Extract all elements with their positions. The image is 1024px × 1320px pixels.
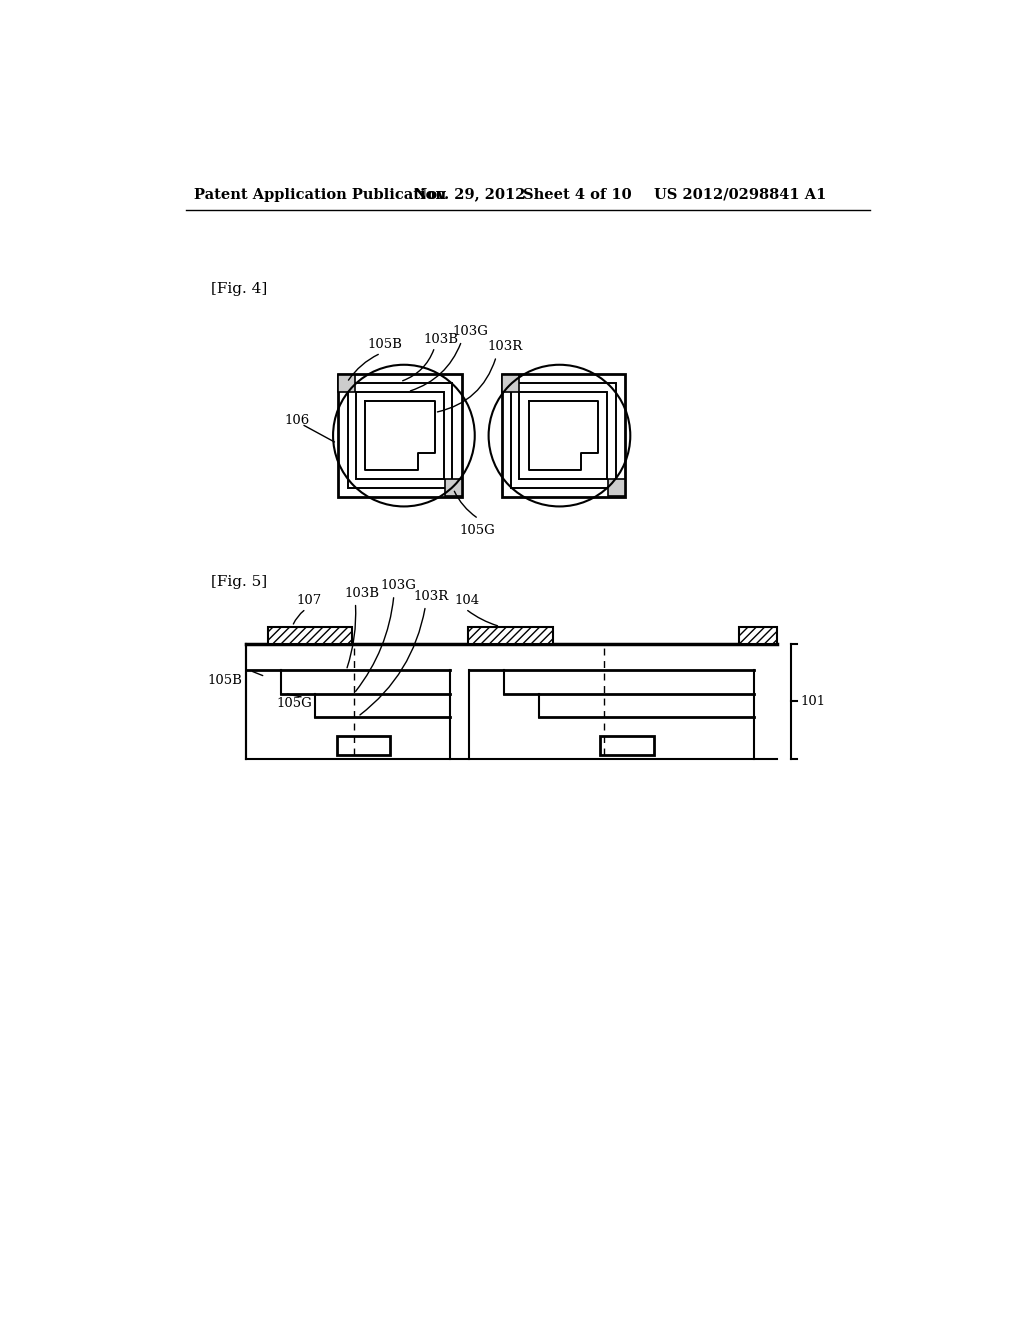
Text: 103G: 103G	[381, 579, 417, 591]
Bar	[511, 383, 615, 488]
Text: [Fig. 4]: [Fig. 4]	[211, 282, 267, 296]
Text: 103B: 103B	[345, 586, 380, 599]
Text: 105B: 105B	[207, 675, 243, 688]
Bar	[739, 627, 777, 644]
Text: 103R: 103R	[487, 341, 522, 354]
Text: 101: 101	[801, 694, 825, 708]
Text: 105G: 105G	[276, 697, 312, 710]
Bar	[600, 737, 654, 755]
Text: Sheet 4 of 10: Sheet 4 of 10	[523, 187, 632, 202]
Text: 103R: 103R	[414, 590, 450, 603]
Bar	[267, 627, 352, 644]
Text: 104: 104	[454, 594, 479, 607]
Text: 105G: 105G	[459, 524, 495, 537]
Text: Nov. 29, 2012: Nov. 29, 2012	[414, 187, 525, 202]
Text: 103B: 103B	[423, 333, 458, 346]
Text: 103G: 103G	[453, 325, 488, 338]
Text: [Fig. 5]: [Fig. 5]	[211, 576, 267, 589]
Bar	[348, 383, 453, 488]
Bar	[444, 479, 462, 496]
Bar	[339, 374, 462, 498]
Text: US 2012/0298841 A1: US 2012/0298841 A1	[654, 187, 826, 202]
Bar	[468, 627, 553, 644]
Bar	[356, 392, 444, 479]
Bar	[608, 479, 625, 496]
Text: 106: 106	[285, 413, 310, 426]
Text: 105B: 105B	[367, 338, 401, 351]
Bar	[502, 375, 518, 392]
Bar	[337, 737, 390, 755]
Bar	[502, 374, 625, 498]
Bar	[519, 392, 607, 479]
Text: 107: 107	[296, 594, 322, 607]
Text: Patent Application Publication: Patent Application Publication	[194, 187, 445, 202]
Bar	[339, 375, 355, 392]
